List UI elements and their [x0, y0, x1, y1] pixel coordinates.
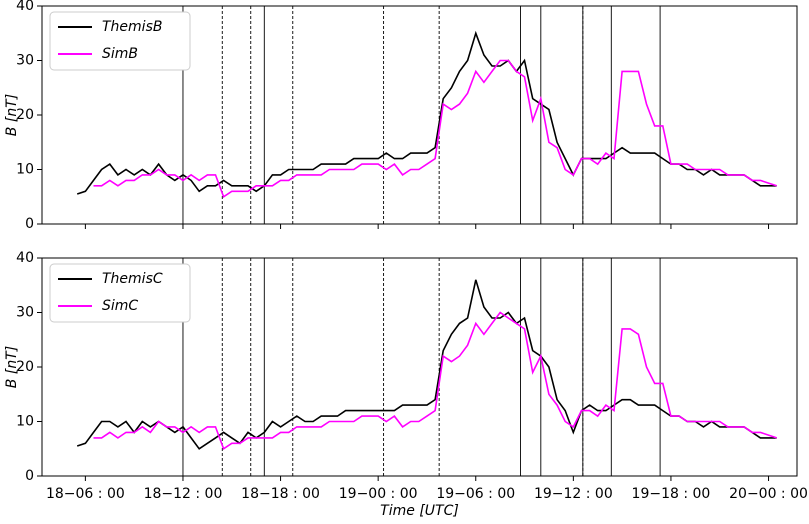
y-axis-label: B [nT]	[4, 94, 20, 136]
y-tick-label: 30	[16, 53, 34, 69]
y-tick-label: 40	[16, 250, 34, 266]
y-tick-label: 20	[16, 107, 34, 123]
x-tick-label: 18−12 : 00	[144, 486, 223, 502]
x-tick-label: 18−18 : 00	[241, 486, 320, 502]
legend-label: SimC	[102, 298, 138, 314]
x-tick-label: 19−12 : 00	[534, 486, 613, 502]
legend-label: ThemisC	[102, 271, 163, 287]
y-tick-label: 0	[25, 468, 34, 484]
series-line	[93, 311, 777, 451]
x-tick-label: 19−18 : 00	[632, 486, 711, 502]
y-tick-label: 0	[25, 216, 34, 232]
plot-frame	[41, 5, 798, 225]
y-tick-label: 20	[16, 359, 34, 375]
plot-frame	[41, 257, 798, 477]
legend-label: SimB	[102, 46, 138, 62]
series-line	[93, 59, 777, 199]
y-tick-label: 30	[16, 305, 34, 321]
series-line	[76, 30, 777, 195]
x-tick-label: 19−00 : 00	[339, 486, 418, 502]
x-tick-label: 20−00 : 00	[729, 486, 808, 502]
x-tick-label: 18−06 : 00	[46, 486, 125, 502]
x-tick-label: 19−06 : 00	[436, 486, 515, 502]
y-axis-label: B [nT]	[4, 346, 20, 388]
y-tick-label: 10	[16, 162, 34, 178]
legend-label: ThemisB	[102, 19, 162, 35]
y-tick-label: 10	[16, 414, 34, 430]
series-line	[76, 279, 777, 450]
x-axis-label: Time [UTC]	[380, 503, 459, 519]
y-tick-label: 40	[16, 0, 34, 14]
